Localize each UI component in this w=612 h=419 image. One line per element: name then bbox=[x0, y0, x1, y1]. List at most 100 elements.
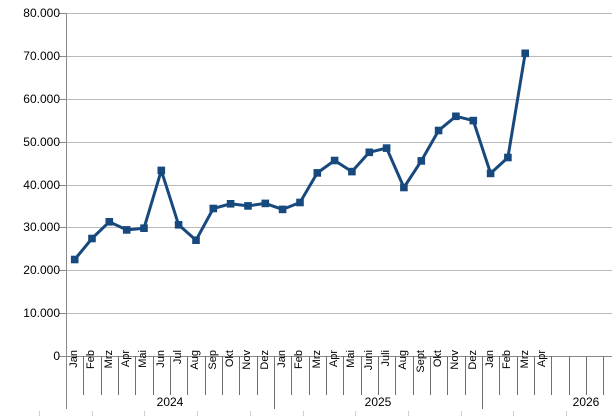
month-tick bbox=[603, 356, 604, 395]
data-point-marker bbox=[105, 218, 114, 226]
year-separator bbox=[482, 356, 483, 409]
data-point-marker bbox=[365, 148, 374, 157]
y-axis-line bbox=[66, 13, 67, 409]
gridline bbox=[66, 270, 612, 271]
month-tick bbox=[205, 356, 206, 395]
y-tick-label: 50.000 bbox=[23, 135, 60, 149]
y-axis-tick bbox=[59, 185, 66, 186]
month-tick bbox=[118, 356, 119, 395]
y-tick-label: 20.000 bbox=[23, 263, 60, 277]
month-tick bbox=[430, 356, 431, 395]
y-axis-tick bbox=[59, 99, 66, 100]
sheet-cell-border-tick bbox=[92, 411, 93, 416]
gridline bbox=[66, 142, 612, 143]
sheet-cell-border-tick bbox=[461, 411, 462, 416]
month-tick bbox=[83, 356, 84, 395]
y-tick-label: 40.000 bbox=[23, 178, 60, 192]
data-point-marker bbox=[382, 144, 391, 152]
month-tick bbox=[569, 356, 570, 395]
y-axis-tick bbox=[59, 13, 66, 14]
data-point-marker bbox=[278, 205, 287, 214]
month-tick bbox=[153, 356, 154, 395]
month-label: Feb bbox=[293, 350, 305, 369]
month-label: Feb bbox=[501, 350, 513, 369]
month-tick bbox=[551, 356, 552, 395]
month-tick bbox=[239, 356, 240, 395]
x-axis-line bbox=[66, 356, 612, 357]
y-axis-tick bbox=[59, 56, 66, 57]
month-tick bbox=[257, 356, 258, 395]
year-label: 2024 bbox=[156, 395, 184, 409]
sheet-cell-border-tick bbox=[197, 411, 198, 416]
data-point-marker bbox=[504, 153, 512, 162]
data-point-marker bbox=[469, 116, 478, 125]
data-point-marker bbox=[140, 224, 148, 232]
data-point-marker bbox=[452, 112, 460, 121]
data-point-marker bbox=[70, 255, 79, 264]
month-label: Sept bbox=[415, 350, 427, 373]
gridline bbox=[66, 185, 612, 186]
month-tick bbox=[135, 356, 136, 395]
data-point-marker bbox=[348, 167, 356, 176]
y-axis-tick bbox=[59, 356, 66, 357]
month-tick bbox=[447, 356, 448, 395]
data-point-marker bbox=[244, 202, 252, 210]
month-label: Nov bbox=[241, 350, 253, 370]
year-label: 2025 bbox=[364, 395, 392, 409]
month-label: Jan bbox=[68, 350, 80, 368]
month-label: Apr bbox=[120, 350, 132, 368]
month-tick bbox=[395, 356, 396, 395]
y-axis-tick bbox=[59, 142, 66, 143]
month-tick bbox=[499, 356, 500, 395]
series-line bbox=[73, 53, 527, 261]
data-point-marker bbox=[88, 234, 96, 243]
month-tick bbox=[465, 356, 466, 395]
month-label: Mrz bbox=[519, 350, 531, 369]
sheet-cell-border-tick bbox=[513, 411, 514, 416]
y-tick-label: 70.000 bbox=[23, 49, 60, 63]
sheet-cell-border-tick bbox=[303, 411, 304, 416]
data-point-marker bbox=[157, 166, 166, 175]
y-tick-label: 60.000 bbox=[23, 92, 60, 106]
y-tick-label: 10.000 bbox=[23, 306, 60, 320]
data-point-marker bbox=[330, 156, 339, 165]
month-label: Okt bbox=[432, 350, 444, 368]
year-label: 2026 bbox=[572, 395, 600, 409]
sheet-cell-border-tick bbox=[355, 411, 356, 416]
gridline bbox=[66, 13, 612, 14]
sheet-cell-border-tick bbox=[566, 411, 567, 416]
data-point-marker bbox=[192, 236, 200, 244]
month-label: Dez bbox=[259, 350, 271, 370]
month-label: Okt bbox=[224, 350, 236, 368]
month-label: Sep bbox=[207, 350, 219, 370]
gridline bbox=[66, 227, 612, 228]
sheet-cell-border-tick bbox=[250, 411, 251, 416]
month-tick bbox=[413, 356, 414, 395]
month-label: Jan bbox=[484, 350, 496, 368]
sheet-cell-border-tick bbox=[39, 411, 40, 416]
gridline bbox=[66, 56, 612, 57]
month-tick bbox=[534, 356, 535, 395]
month-label: Jan bbox=[276, 350, 288, 368]
month-label: Mrz bbox=[103, 350, 115, 369]
month-tick bbox=[170, 356, 171, 395]
data-point-marker bbox=[313, 169, 322, 177]
month-label: Apr bbox=[536, 350, 548, 368]
month-tick bbox=[309, 356, 310, 395]
month-tick bbox=[187, 356, 188, 395]
month-tick bbox=[378, 356, 379, 395]
data-point-marker bbox=[296, 198, 304, 207]
month-label: Nov bbox=[449, 350, 461, 370]
y-tick-label: 0 bbox=[53, 349, 60, 363]
month-label: Feb bbox=[85, 350, 97, 369]
month-tick bbox=[222, 356, 223, 395]
y-tick-label: 80.000 bbox=[23, 6, 60, 20]
sheet-cell-border-tick bbox=[144, 411, 145, 416]
data-point-marker bbox=[417, 157, 426, 165]
y-tick-label: 30.000 bbox=[23, 220, 60, 234]
data-point-marker bbox=[226, 200, 235, 208]
month-tick bbox=[101, 356, 102, 395]
month-label: Mrz bbox=[311, 350, 323, 369]
gridline bbox=[66, 99, 612, 100]
